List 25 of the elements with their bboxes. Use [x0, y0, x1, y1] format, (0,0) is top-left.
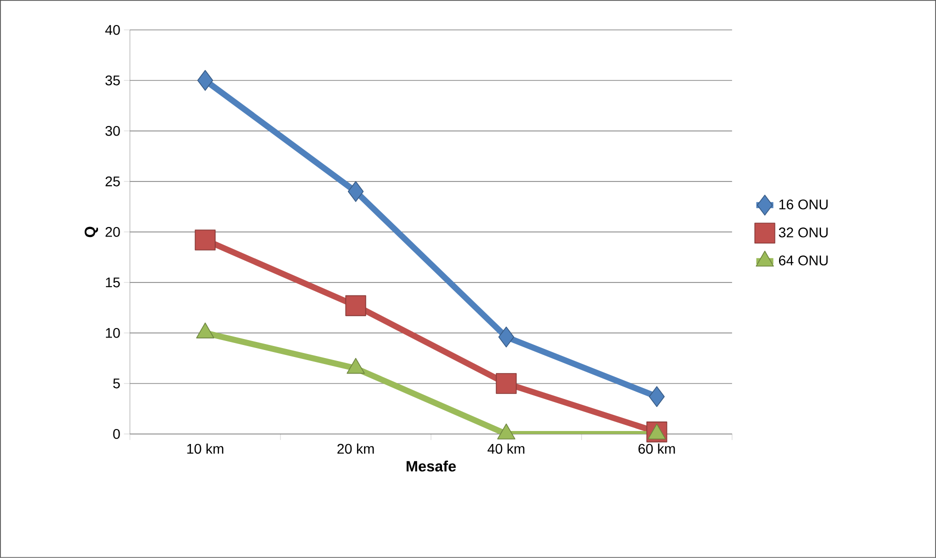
legend-label: 16 ONU [779, 200, 828, 210]
legend-label: 64 ONU [779, 256, 828, 266]
y-tick-label: 10 [106, 328, 120, 338]
legend-label: 32 ONU [778, 228, 828, 238]
y-tick-label: 15 [106, 278, 120, 288]
x-tick-label: 40 km [488, 444, 524, 454]
y-tick-label: 30 [105, 126, 120, 136]
y-tick-label: 35 [105, 76, 120, 86]
point [498, 326, 514, 348]
y-tick-label: 5 [113, 378, 120, 388]
y-tick-label: 0 [113, 429, 120, 439]
x-tick-label: 60 km [638, 444, 675, 454]
y-axis-title: Q [84, 226, 98, 238]
point [194, 230, 216, 250]
point [648, 386, 665, 408]
y-tick-label: 20 [106, 227, 120, 237]
point [348, 181, 364, 202]
y-tick-label: 40 [105, 24, 120, 35]
x-tick-label: 20 km [337, 444, 374, 454]
x-axis-title: Mesafe [406, 460, 456, 472]
x-tick-label: 10 km [187, 444, 224, 454]
point [496, 373, 517, 394]
y-tick-label: 25 [106, 176, 120, 186]
point [345, 295, 366, 316]
point [197, 70, 214, 91]
